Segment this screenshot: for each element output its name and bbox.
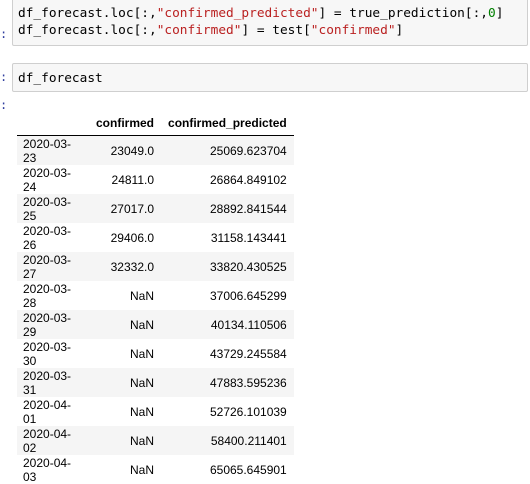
confirmed-cell: 24811.0 [89, 165, 161, 194]
code-line-2: df_forecast.loc[:,"confirmed"] = test["c… [18, 23, 403, 38]
row-index-cell: 2020-03-29 [17, 310, 89, 339]
confirmed-predicted-cell: 37006.645299 [161, 281, 294, 310]
confirmed-predicted-cell: 43729.245584 [161, 339, 294, 368]
dataframe-output-table: confirmed confirmed_predicted 2020-03-23… [17, 110, 294, 484]
code-cell-1-editor[interactable]: df_forecast.loc[:,"confirmed_predicted"]… [13, 0, 527, 42]
table-header-row: confirmed confirmed_predicted [17, 110, 294, 136]
row-index-cell: 2020-03-23 [17, 136, 89, 166]
row-index-cell: 2020-04-01 [17, 397, 89, 426]
confirmed-cell: NaN [89, 397, 161, 426]
confirmed-predicted-cell: 40134.110506 [161, 310, 294, 339]
confirmed-cell: NaN [89, 426, 161, 455]
row-index-cell: 2020-03-26 [17, 223, 89, 252]
column-header-confirmed: confirmed [89, 110, 161, 136]
row-index-cell: 2020-03-28 [17, 281, 89, 310]
cell-2-prompt: : [0, 70, 7, 84]
code-cell-1[interactable]: df_forecast.loc[:,"confirmed_predicted"]… [12, 0, 528, 46]
confirmed-cell: 23049.0 [89, 136, 161, 166]
confirmed-predicted-cell: 25069.623704 [161, 136, 294, 166]
confirmed-predicted-cell: 58400.211401 [161, 426, 294, 455]
code-cell-2[interactable]: df_forecast [12, 63, 528, 92]
confirmed-predicted-cell: 52726.101039 [161, 397, 294, 426]
row-index-cell: 2020-03-27 [17, 252, 89, 281]
row-index-cell: 2020-04-02 [17, 426, 89, 455]
confirmed-cell: NaN [89, 455, 161, 484]
row-index-cell: 2020-04-03 [17, 455, 89, 484]
row-index-cell: 2020-03-24 [17, 165, 89, 194]
row-index-cell: 2020-03-30 [17, 339, 89, 368]
confirmed-cell: NaN [89, 339, 161, 368]
confirmed-predicted-cell: 26864.849102 [161, 165, 294, 194]
cell-1-prompt: : [0, 27, 7, 41]
confirmed-predicted-cell: 47883.595236 [161, 368, 294, 397]
confirmed-predicted-cell: 31158.143441 [161, 223, 294, 252]
confirmed-cell: 29406.0 [89, 223, 161, 252]
confirmed-cell: 32332.0 [89, 252, 161, 281]
confirmed-cell: NaN [89, 310, 161, 339]
confirmed-predicted-cell: 28892.841544 [161, 194, 294, 223]
code-line-1: df_forecast.loc[:,"confirmed_predicted"]… [18, 6, 503, 21]
confirmed-cell: 27017.0 [89, 194, 161, 223]
output-prompt: : [0, 98, 7, 112]
confirmed-predicted-cell: 65065.645901 [161, 455, 294, 484]
index-header [17, 110, 89, 136]
column-header-confirmed-predicted: confirmed_predicted [161, 110, 294, 136]
row-index-cell: 2020-03-31 [17, 368, 89, 397]
confirmed-cell: NaN [89, 281, 161, 310]
confirmed-cell: NaN [89, 368, 161, 397]
code-cell-2-editor[interactable]: df_forecast [13, 64, 527, 90]
row-index-cell: 2020-03-25 [17, 194, 89, 223]
confirmed-predicted-cell: 33820.430525 [161, 252, 294, 281]
